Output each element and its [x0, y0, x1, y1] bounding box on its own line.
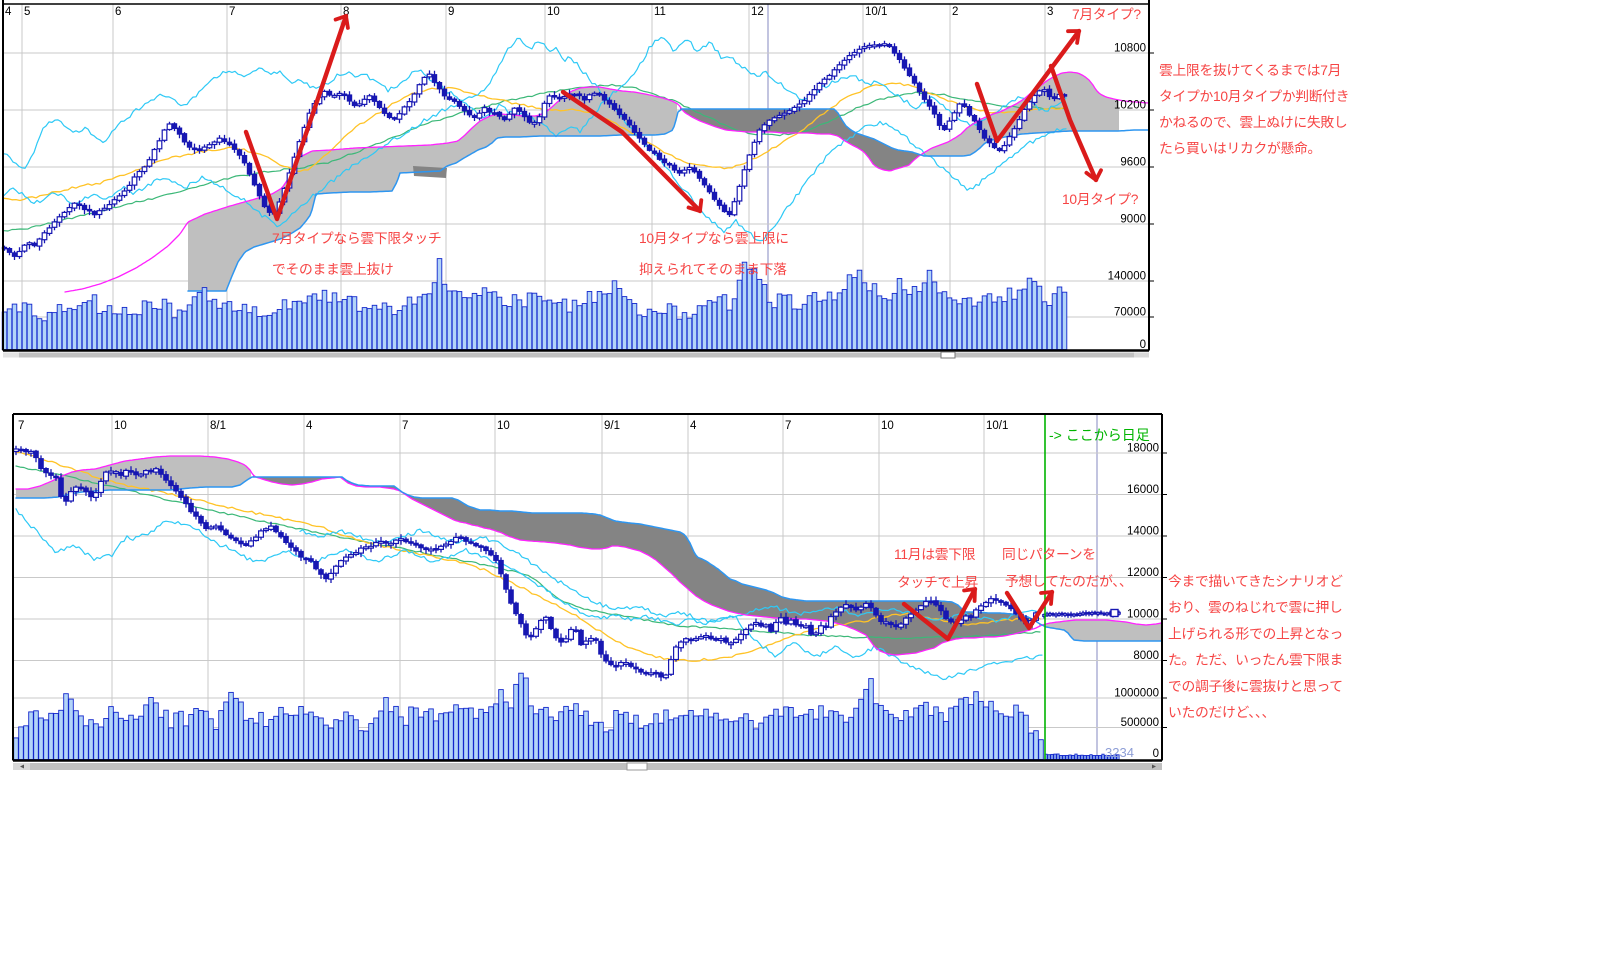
svg-text:10200: 10200 — [1114, 100, 1146, 112]
svg-text:3: 3 — [1047, 6, 1053, 18]
svg-text:予想してたのだが、、: 予想してたのだが、、 — [1005, 574, 1132, 589]
svg-text:8/1: 8/1 — [210, 420, 226, 432]
svg-text:11月は雲下限: 11月は雲下限 — [894, 547, 976, 562]
svg-text:4: 4 — [5, 6, 12, 18]
svg-text:10: 10 — [114, 420, 127, 432]
svg-text:4: 4 — [306, 420, 313, 432]
svg-text:10/1: 10/1 — [865, 6, 887, 18]
svg-text:11: 11 — [654, 6, 666, 18]
svg-text:7月タイプなら雲下限タッチ: 7月タイプなら雲下限タッチ — [272, 231, 441, 246]
svg-text:1000000: 1000000 — [1114, 688, 1159, 700]
svg-text:0: 0 — [1153, 748, 1159, 760]
svg-text:いたのだけど、、、: いたのだけど、、、 — [1168, 705, 1275, 720]
svg-text:10800: 10800 — [1114, 43, 1146, 55]
svg-text:12: 12 — [751, 6, 764, 18]
svg-text:500000: 500000 — [1121, 717, 1159, 729]
svg-text:70000: 70000 — [1114, 307, 1146, 319]
svg-text:7: 7 — [402, 420, 408, 432]
svg-text:10: 10 — [881, 420, 894, 432]
svg-text:9600: 9600 — [1120, 157, 1146, 169]
svg-text:0: 0 — [1140, 339, 1146, 351]
svg-text:9: 9 — [448, 6, 454, 18]
svg-text:3234: 3234 — [1105, 745, 1134, 760]
svg-text:5: 5 — [24, 6, 30, 18]
svg-text:9000: 9000 — [1120, 214, 1146, 226]
svg-text:10/1: 10/1 — [986, 420, 1008, 432]
svg-text:抑えられてそのまま下落: 抑えられてそのまま下落 — [639, 262, 787, 277]
svg-text:おり、雲のねじれで雲に押し: おり、雲のねじれで雲に押し — [1168, 600, 1343, 615]
svg-text:8000: 8000 — [1133, 650, 1159, 662]
svg-text:10: 10 — [547, 6, 560, 18]
svg-text:7月タイプ?: 7月タイプ? — [1072, 7, 1141, 22]
svg-text:140000: 140000 — [1108, 271, 1146, 283]
svg-text:でそのまま雲上抜け: でそのまま雲上抜け — [272, 262, 393, 277]
svg-text:14000: 14000 — [1127, 526, 1159, 538]
svg-text:-> ここから日足: -> ここから日足 — [1049, 427, 1150, 443]
svg-text:10月タイプ?: 10月タイプ? — [1062, 192, 1139, 207]
svg-text:7: 7 — [18, 420, 24, 432]
svg-text:同じパターンを: 同じパターンを — [1002, 547, 1096, 562]
svg-text:6: 6 — [115, 6, 121, 18]
svg-text:4: 4 — [690, 420, 697, 432]
svg-text:今まで描いてきたシナリオど: 今まで描いてきたシナリオど — [1168, 574, 1343, 589]
svg-text:雲上限を抜けてくるまでは7月: 雲上限を抜けてくるまでは7月 — [1159, 63, 1341, 78]
svg-text:かねるので、雲上ぬけに失敗し: かねるので、雲上ぬけに失敗し — [1159, 115, 1347, 130]
svg-text:たら買いはリカクが懸命。: たら買いはリカクが懸命。 — [1159, 140, 1321, 156]
svg-text:8: 8 — [343, 6, 349, 18]
svg-text:7: 7 — [785, 420, 791, 432]
svg-text:18000: 18000 — [1127, 443, 1159, 455]
svg-text:12000: 12000 — [1127, 567, 1159, 579]
svg-text:タッチで上昇: タッチで上昇 — [897, 575, 978, 590]
svg-text:10月タイプなら雲上限に: 10月タイプなら雲上限に — [639, 231, 789, 246]
svg-text:た。ただ、いったん雲下限ま: た。ただ、いったん雲下限ま — [1168, 653, 1343, 668]
svg-text:9/1: 9/1 — [604, 420, 620, 432]
svg-text:10000: 10000 — [1127, 609, 1159, 621]
svg-text:タイプか10月タイプか判断付き: タイプか10月タイプか判断付き — [1159, 89, 1349, 104]
svg-text:2: 2 — [952, 6, 958, 18]
svg-text:上げられる形での上昇となっ: 上げられる形での上昇となっ — [1168, 626, 1343, 641]
svg-text:での調子後に雲抜けと思って: での調子後に雲抜けと思って — [1168, 679, 1343, 694]
svg-text:7: 7 — [229, 6, 235, 18]
svg-text:16000: 16000 — [1127, 484, 1159, 496]
svg-text:10: 10 — [497, 420, 510, 432]
